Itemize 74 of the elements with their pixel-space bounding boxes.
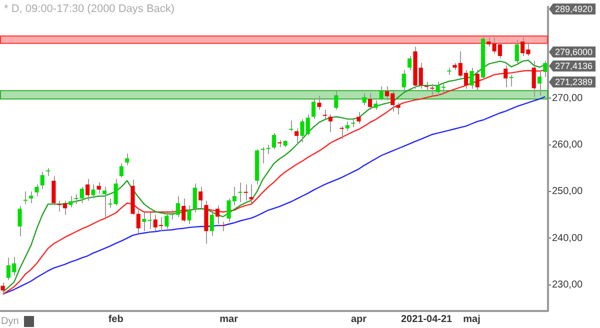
candlestick (334, 90, 338, 110)
candlestick (266, 144, 270, 155)
candlestick (244, 184, 248, 202)
candlestick (249, 184, 254, 204)
candlestick (52, 176, 56, 206)
text: 289,4920 (555, 4, 593, 14)
y-tick-label: 250,00 (552, 186, 584, 198)
candlestick (312, 98, 316, 120)
candlestick (136, 210, 140, 234)
candlestick (91, 184, 96, 199)
candlestick (475, 70, 480, 92)
x-tick-label: maj (463, 314, 481, 325)
candlestick (125, 153, 130, 166)
candlestick (164, 212, 169, 230)
candlestick (40, 171, 44, 190)
candlestick (317, 95, 322, 110)
x-tick-label: apr (350, 314, 367, 325)
candlestick (379, 86, 384, 101)
y-tick-label: 230,00 (552, 280, 584, 291)
candlestick (486, 36, 491, 48)
candlestick (102, 186, 107, 220)
candlestick (34, 184, 39, 197)
chart-title: * D, 09:00-17:30 (2000 Days Back) (4, 3, 175, 16)
candlestick (18, 205, 22, 237)
candlestick (328, 114, 333, 133)
candlestick (221, 221, 226, 232)
candlestick (374, 100, 378, 110)
candlestick (0, 282, 5, 295)
candlestick (402, 70, 406, 92)
y-tick-label: 260,00 (552, 140, 584, 151)
candlestick (504, 64, 508, 88)
x-tick-label: mar (220, 314, 238, 325)
candlestick (322, 109, 327, 120)
candlestick (272, 132, 276, 150)
candlestick (86, 178, 90, 202)
y-tick-label: 240,00 (552, 232, 584, 244)
candlestick (23, 190, 28, 205)
candlestick (396, 102, 400, 115)
x-tick-label: feb (108, 314, 124, 325)
candlestick (192, 183, 197, 213)
candlestick (96, 182, 101, 194)
candlestick (537, 70, 542, 96)
y-tick-label: 270,00 (552, 92, 584, 104)
candlestick (340, 126, 344, 140)
candlestick (182, 198, 186, 222)
candlestick (114, 178, 118, 206)
candlestick (509, 74, 514, 87)
candlestick (215, 204, 220, 225)
candlestick (238, 182, 242, 203)
text: 271,2389 (555, 76, 593, 87)
candlestick (288, 120, 293, 132)
candlestick (119, 162, 124, 178)
candlestick (424, 81, 429, 92)
candlestick (470, 67, 474, 90)
candlestick (368, 92, 372, 110)
candlestick (187, 204, 192, 225)
candlestick (108, 198, 112, 208)
candlestick (29, 190, 34, 204)
candlestick (356, 112, 361, 124)
candlestick (362, 92, 366, 106)
candlestick (514, 39, 519, 64)
candlestick (294, 128, 299, 146)
candlestick (345, 120, 350, 132)
candlestick (260, 146, 265, 164)
text: Dyn (1, 316, 19, 327)
text: 277,4136 (555, 60, 593, 71)
candlestick (430, 84, 434, 96)
candlestick (408, 56, 412, 71)
x-tick-label: 2021-04-21 (400, 314, 453, 325)
candlestick (532, 60, 536, 98)
text: 279,6000 (555, 46, 593, 57)
candlestick (198, 186, 203, 208)
candlestick (210, 210, 214, 236)
candlestick (68, 196, 73, 208)
